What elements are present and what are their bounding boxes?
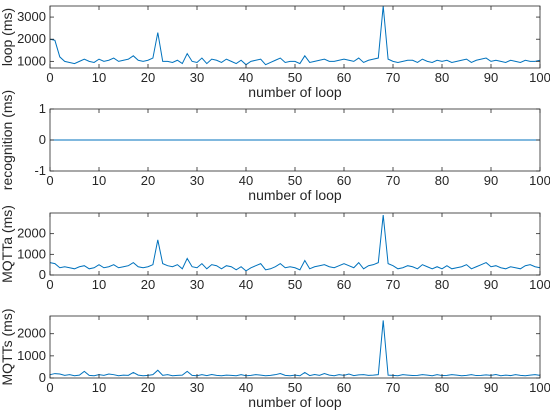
x-tick-label: 80 <box>435 277 449 292</box>
x-tick-label: 40 <box>239 70 253 85</box>
x-tick-label: 30 <box>190 380 204 395</box>
y-tick-label: 0 <box>39 370 46 385</box>
x-tick-label: 70 <box>386 70 400 85</box>
x-tick-label: 90 <box>484 277 498 292</box>
y-tick-label: 2000 <box>17 226 46 241</box>
y-tick-label: 1000 <box>17 53 46 68</box>
series-line <box>49 320 541 377</box>
x-tick-label: 70 <box>386 380 400 395</box>
x-tick-label: 50 <box>288 70 302 85</box>
y-axis-label: MQTTa (ms) <box>0 205 15 283</box>
series-line <box>49 5 541 66</box>
x-axis-label: number of loop <box>248 187 342 203</box>
x-tick-label: 30 <box>190 70 204 85</box>
x-tick-label: 40 <box>239 173 253 188</box>
x-axis-label: number of loop <box>248 394 342 410</box>
y-tick-label: 1000 <box>17 348 46 363</box>
x-tick-label: 100 <box>529 277 550 292</box>
x-tick-label: 40 <box>239 380 253 395</box>
x-tick-label: 90 <box>484 380 498 395</box>
x-tick-label: 10 <box>92 380 106 395</box>
x-tick-label: 50 <box>288 173 302 188</box>
x-tick-label: 10 <box>92 173 106 188</box>
series-line <box>49 215 541 272</box>
y-tick-label: 3000 <box>17 9 46 24</box>
x-tick-label: 40 <box>239 277 253 292</box>
x-tick-label: 0 <box>46 70 53 85</box>
y-axis-label: MQTTs (ms) <box>0 309 15 386</box>
x-tick-label: 60 <box>337 380 351 395</box>
x-tick-label: 10 <box>92 277 106 292</box>
y-axis-label: loop (ms) <box>0 8 15 66</box>
x-tick-label: 20 <box>141 173 155 188</box>
x-tick-label: 100 <box>529 173 550 188</box>
x-tick-label: 100 <box>529 70 550 85</box>
x-tick-label: 60 <box>337 173 351 188</box>
x-tick-label: 30 <box>190 277 204 292</box>
x-tick-label: 50 <box>288 277 302 292</box>
x-tick-label: 20 <box>141 380 155 395</box>
x-tick-label: 10 <box>92 70 106 85</box>
x-tick-label: 20 <box>141 277 155 292</box>
x-tick-label: 30 <box>190 173 204 188</box>
y-tick-label: 1 <box>39 101 46 116</box>
x-tick-label: 50 <box>288 380 302 395</box>
x-tick-label: 80 <box>435 380 449 395</box>
y-tick-label: 0 <box>39 267 46 282</box>
y-tick-label: 2000 <box>17 31 46 46</box>
y-axis-label: recognition (ms) <box>0 90 15 190</box>
x-tick-label: 60 <box>337 277 351 292</box>
x-tick-label: 0 <box>46 277 53 292</box>
y-tick-label: 2000 <box>17 326 46 341</box>
subplot-loop: 0 10 20 30 40 50 60 70 80 90 100 1000 2000 3000 number… <box>0 5 550 100</box>
x-tick-label: 70 <box>386 173 400 188</box>
axes-frame <box>49 315 541 379</box>
y-tick-label: 0 <box>39 132 46 147</box>
x-axis-label: number of loop <box>248 84 342 100</box>
x-tick-label: 0 <box>46 380 53 395</box>
x-tick-label: 70 <box>386 277 400 292</box>
axes-frame <box>49 212 541 276</box>
x-tick-label: 20 <box>141 70 155 85</box>
y-tick-label: -1 <box>34 163 46 178</box>
x-tick-label: 60 <box>337 70 351 85</box>
x-tick-label: 80 <box>435 70 449 85</box>
x-tick-label: 80 <box>435 173 449 188</box>
y-tick-label: 1000 <box>17 246 46 261</box>
x-tick-label: 0 <box>46 173 53 188</box>
x-tick-label: 90 <box>484 173 498 188</box>
x-tick-label: 100 <box>529 380 550 395</box>
x-tick-label: 90 <box>484 70 498 85</box>
